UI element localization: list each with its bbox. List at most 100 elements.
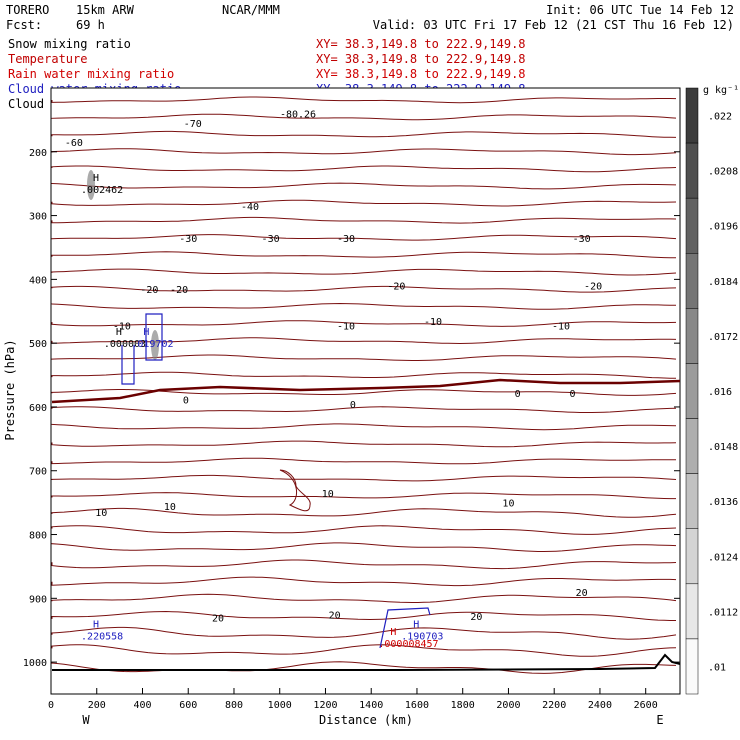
extremum-mark: H xyxy=(143,327,149,338)
y-tick-label: 500 xyxy=(29,339,47,350)
isotherm-line xyxy=(51,406,677,413)
organization: NCAR/MMM xyxy=(222,3,280,17)
y-tick-label: 700 xyxy=(29,467,47,478)
isotherm-line xyxy=(51,559,677,570)
y-tick-label: 200 xyxy=(29,148,47,159)
colorbar-cell xyxy=(685,528,699,585)
isotherm-line xyxy=(51,234,677,241)
colorbar-label: .0184 xyxy=(708,277,738,288)
extremum-value: .220558 xyxy=(81,631,123,642)
isotherm-label: 10 xyxy=(95,508,107,519)
terrain-surface xyxy=(52,653,681,671)
isotherm-line xyxy=(51,492,676,500)
isotherm-line xyxy=(51,251,676,259)
isotherm-line xyxy=(51,148,677,156)
isotherm-label: -10 xyxy=(424,317,442,328)
x-tick-label: 2200 xyxy=(542,700,566,711)
plot-area: -80.26 -70 -60 -40 -30 -30 -30 -30 -20 -20 -20 -20 -… xyxy=(50,87,681,695)
forecast-label: Fcst: xyxy=(6,18,42,32)
x-tick-label: 2400 xyxy=(588,700,612,711)
isotherm-line xyxy=(51,113,677,121)
isotherm-line xyxy=(51,199,677,207)
temperature-contour-labels: -80.26 -70 -60 -40 -30 -30 -30 -30 -20 -20 -20 -20 -… xyxy=(65,110,602,625)
isotherm-label: -60 xyxy=(65,138,83,149)
isotherm-line xyxy=(51,96,677,104)
colorbar-label: .01 xyxy=(708,662,726,673)
cloud-ice-blob xyxy=(87,170,95,200)
isotherm-line xyxy=(51,371,676,379)
extremum-value: .000003 xyxy=(104,339,146,350)
x-tick-label: 400 xyxy=(133,700,151,711)
colorbar-cell xyxy=(685,87,699,144)
isotherm-label: -20 xyxy=(584,282,602,293)
forecast-hours: 69 h xyxy=(76,18,105,32)
x-tick-label: 200 xyxy=(88,700,106,711)
isotherm-label: -30 xyxy=(337,234,355,245)
isotherm-label: -30 xyxy=(262,234,280,245)
extremum-mark: H xyxy=(116,327,122,338)
isotherm-line xyxy=(51,337,677,345)
isotherm-line xyxy=(51,626,677,640)
init-time: Init: 06 UTC Tue 14 Feb 12 xyxy=(546,3,734,17)
plot-frame xyxy=(50,87,681,695)
colorbar-units: g kg⁻¹ xyxy=(703,85,739,96)
isotherm-line xyxy=(51,457,677,465)
colorbar-label: .0136 xyxy=(708,497,738,508)
isotherm-label: -80.26 xyxy=(280,110,316,121)
isotherm-line xyxy=(51,525,677,535)
x-tick-label: 1600 xyxy=(405,700,429,711)
isotherm-line xyxy=(51,320,677,327)
extremum-mark: H xyxy=(93,173,99,184)
extremum-mark: H xyxy=(390,627,396,638)
x-tick-label: 2000 xyxy=(496,700,520,711)
snow-blob xyxy=(151,330,159,360)
x-tick-label: 1200 xyxy=(313,700,337,711)
isotherm-line xyxy=(51,576,677,587)
field-name: Rain water mixing ratio xyxy=(8,67,174,81)
isotherm-label: -10 xyxy=(113,321,131,332)
extremum-value: .019702 xyxy=(131,339,173,350)
west-end-label: W xyxy=(82,713,90,727)
field-xy: XY= 38.3,149.8 to 222.9,149.8 xyxy=(316,37,526,51)
isotherm-line xyxy=(51,130,677,138)
isotherm-line xyxy=(51,440,677,448)
x-tick-label: 600 xyxy=(179,700,197,711)
colorbar-label: .022 xyxy=(708,112,732,123)
isotherm-label: 20 xyxy=(576,588,588,599)
isotherm-label: 10 xyxy=(322,489,334,500)
isotherm-label: -20 xyxy=(170,285,188,296)
colorbar-cell xyxy=(685,583,699,640)
isotherm-line xyxy=(51,661,677,674)
extrema-labels: H.002462H.000003H.019702H.220558H.190703… xyxy=(81,173,443,650)
field-name: Snow mixing ratio xyxy=(8,37,131,51)
isotherm-line xyxy=(51,644,677,657)
isotherm-line xyxy=(51,610,676,621)
isotherm-label: -20 xyxy=(387,282,405,293)
isotherm-line xyxy=(51,285,677,293)
isotherm-label: -20 xyxy=(140,285,158,296)
isotherm-line xyxy=(279,469,311,512)
colorbar-label: .0172 xyxy=(708,332,738,343)
isotherm-label: 10 xyxy=(502,499,514,510)
cloud-water-contour xyxy=(145,313,163,361)
x-tick-label: 2600 xyxy=(634,700,658,711)
isotherm-label: -30 xyxy=(573,234,591,245)
isotherm-line xyxy=(51,302,677,310)
colorbar-cell xyxy=(685,473,699,529)
colorbar-cell xyxy=(685,253,699,309)
colorbar-label: .0112 xyxy=(708,607,738,618)
isotherm-label: -40 xyxy=(241,202,259,213)
cloud-water-contour xyxy=(121,345,135,385)
hydrometeor-features xyxy=(87,170,431,649)
isotherm-label: 0 xyxy=(569,389,575,400)
colorbar-cell xyxy=(685,142,699,199)
field-xy: XY= 38.3,149.8 to 222.9,149.8 xyxy=(316,67,526,81)
x-axis-label: Distance (km) xyxy=(319,713,413,727)
colorbar-label: .0148 xyxy=(708,442,738,453)
y-tick-label: 1000 xyxy=(23,658,47,669)
x-axis: 0 200 400 600 800 1000 1200 1400 1600 1800 2000 220… xyxy=(48,688,658,711)
x-tick-label: 1800 xyxy=(451,700,475,711)
isotherm-line xyxy=(51,507,677,518)
isotherm-label: -10 xyxy=(337,321,355,332)
